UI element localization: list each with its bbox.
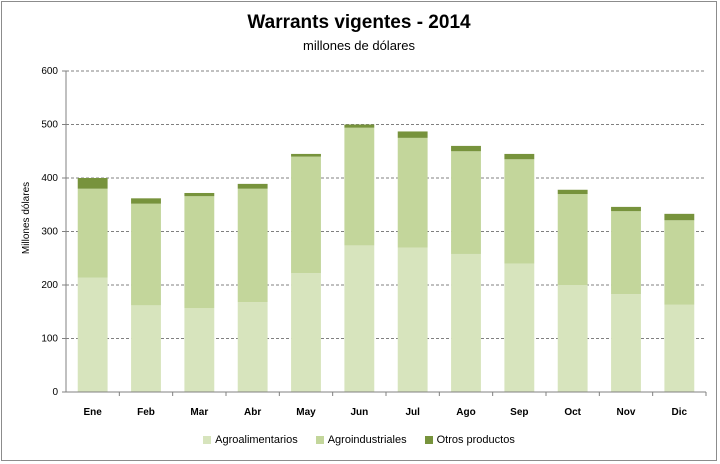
y-tick-label: 400 bbox=[41, 173, 58, 184]
x-tick-label: Abr bbox=[244, 407, 261, 418]
bar-segment bbox=[397, 131, 428, 138]
bar-segment bbox=[77, 188, 108, 278]
y-axis-label: Millones dólares bbox=[21, 182, 32, 254]
chart-subtitle: millones de dólares bbox=[302, 38, 415, 53]
bar-segment bbox=[611, 206, 641, 212]
bar-segment bbox=[184, 196, 215, 309]
gridlines bbox=[62, 70, 706, 393]
bar-segment bbox=[664, 304, 695, 392]
x-tick-label: Ago bbox=[456, 407, 475, 418]
legend-item: Agroalimentarios bbox=[203, 434, 298, 446]
x-tick-label: May bbox=[296, 407, 316, 418]
y-tick-labels: 0 100 200 300 400 500 600 bbox=[41, 66, 58, 398]
x-tick-labels: Ene Feb Mar Abr May Jun Jul Ago Sep Oct Nov Dic bbox=[83, 407, 687, 418]
bar-segment bbox=[611, 294, 641, 392]
legend-label: Otros productos bbox=[436, 434, 515, 446]
bar-segment bbox=[664, 220, 695, 305]
bar-segment bbox=[131, 305, 161, 392]
bar-segment bbox=[504, 153, 535, 160]
bar-segment bbox=[344, 245, 375, 392]
y-tick-label: 0 bbox=[52, 387, 58, 398]
legend-item: Agroindustriales bbox=[315, 434, 407, 446]
y-tick-label: 200 bbox=[41, 280, 58, 291]
bar-segment bbox=[451, 151, 481, 254]
x-tick-label: Ene bbox=[83, 407, 102, 418]
chart-title: Warrants vigentes - 2014 bbox=[247, 12, 471, 33]
y-tick-label: 300 bbox=[41, 227, 58, 238]
bar-segment bbox=[397, 137, 428, 248]
axes bbox=[65, 71, 707, 396]
x-tick-label: Jun bbox=[350, 407, 368, 418]
bar-segment bbox=[344, 127, 375, 246]
bar-segment bbox=[291, 156, 321, 274]
x-tick-label: Feb bbox=[137, 407, 155, 418]
bar-segment bbox=[291, 153, 321, 157]
bar-segment bbox=[237, 302, 268, 392]
bar-segment bbox=[237, 188, 268, 303]
x-tick-label: Oct bbox=[564, 407, 581, 418]
x-tick-label: Dic bbox=[672, 407, 688, 418]
bar-segment bbox=[344, 124, 375, 128]
bar-segment bbox=[237, 183, 268, 189]
y-tick-label: 600 bbox=[41, 66, 58, 77]
bar-segment bbox=[557, 285, 588, 392]
bar-segment bbox=[184, 192, 215, 197]
x-tick-label: Nov bbox=[617, 407, 636, 418]
bar-segment bbox=[611, 211, 641, 295]
bar-segment bbox=[131, 198, 161, 204]
y-tick-label: 100 bbox=[41, 334, 58, 345]
legend-label: Agroindustriales bbox=[327, 434, 407, 446]
bar-segment bbox=[451, 253, 481, 392]
bars bbox=[77, 124, 695, 392]
bar-segment bbox=[504, 159, 535, 264]
y-tick-label: 500 bbox=[41, 120, 58, 131]
bar-segment bbox=[451, 145, 481, 152]
bar-segment bbox=[557, 189, 588, 195]
x-tick-label: Jul bbox=[405, 407, 420, 418]
bar-segment bbox=[504, 263, 535, 392]
bar-segment bbox=[397, 247, 428, 392]
legend-label: Agroalimentarios bbox=[215, 434, 298, 446]
legend-swatch bbox=[315, 436, 324, 444]
x-tick-label: Sep bbox=[510, 407, 528, 418]
bar-segment bbox=[291, 273, 321, 392]
legend-swatch bbox=[203, 436, 212, 444]
bar-segment bbox=[77, 178, 108, 189]
legend: Agroalimentarios Agroindustriales Otros pr… bbox=[0, 434, 718, 446]
legend-item: Otros productos bbox=[424, 434, 515, 446]
legend-swatch bbox=[424, 436, 433, 444]
bar-segment bbox=[557, 194, 588, 285]
bar-segment bbox=[77, 277, 108, 392]
bar-segment bbox=[131, 203, 161, 306]
bar-segment bbox=[184, 308, 215, 392]
x-tick-label: Mar bbox=[190, 407, 208, 418]
bar-segment bbox=[664, 213, 695, 221]
